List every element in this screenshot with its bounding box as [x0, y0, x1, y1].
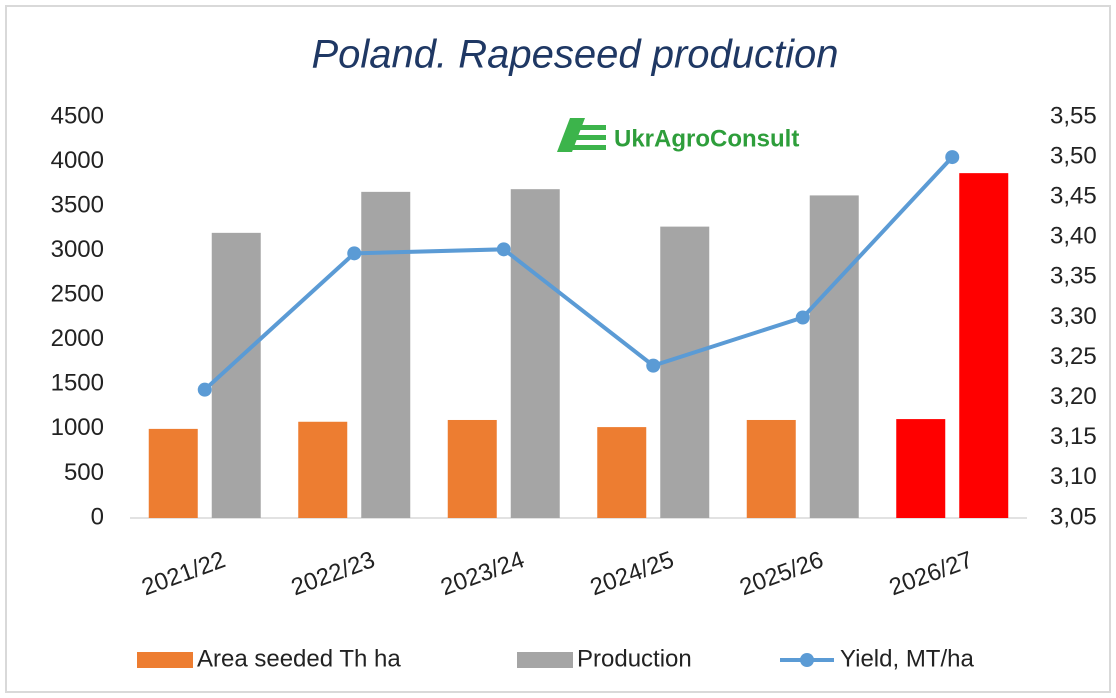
bar [660, 226, 710, 518]
legend-label: Yield, MT/ha [840, 645, 974, 672]
y-tick-label: 4000 [51, 147, 104, 174]
y-tick-label: 500 [64, 459, 104, 486]
y2-tick-label: 3,55 [1050, 102, 1097, 129]
legend-swatch [137, 652, 193, 668]
y2-tick-label: 3,45 [1050, 183, 1097, 210]
bar [896, 419, 946, 518]
bar [447, 419, 497, 518]
bar [361, 191, 411, 518]
y2-tick-label: 3,10 [1050, 463, 1097, 490]
y-tick-label: 0 [91, 503, 104, 530]
line-point [795, 310, 810, 325]
bar [746, 419, 796, 518]
logo: UkrAgroConsult [614, 125, 799, 152]
y-tick-label: 3000 [51, 236, 104, 263]
line-point [945, 150, 960, 165]
y-tick-label: 3500 [51, 191, 104, 218]
y2-tick-label: 3,40 [1050, 223, 1097, 250]
bar [148, 428, 198, 518]
line [203, 155, 954, 392]
bar [510, 189, 560, 518]
legend-label: Production [577, 645, 692, 672]
y2-tick-label: 3,35 [1050, 263, 1097, 290]
chart-title: Poland. Rapeseed production [311, 33, 838, 77]
bar [809, 195, 859, 518]
line-point [197, 382, 212, 397]
legend-swatch [517, 652, 573, 668]
y2-tick-label: 3,05 [1050, 503, 1097, 530]
y-tick-label: 4500 [51, 102, 104, 129]
bar [959, 173, 1009, 518]
y2-tick-label: 3,15 [1050, 423, 1097, 450]
bar [298, 421, 348, 518]
legend-swatch [800, 653, 814, 667]
line-point [646, 358, 661, 373]
bar [597, 427, 647, 518]
line-point [496, 242, 511, 257]
legend-label: Area seeded Th ha [197, 645, 401, 672]
y2-tick-label: 3,30 [1050, 303, 1097, 330]
y-tick-label: 1000 [51, 414, 104, 441]
logo-icon [557, 118, 606, 152]
line-point [347, 246, 362, 261]
y2-tick-label: 3,50 [1050, 142, 1097, 169]
y2-tick-label: 3,20 [1050, 383, 1097, 410]
y-tick-label: 2000 [51, 325, 104, 352]
y-tick-label: 1500 [51, 370, 104, 397]
y2-tick-label: 3,25 [1050, 343, 1097, 370]
y-tick-label: 2500 [51, 281, 104, 308]
